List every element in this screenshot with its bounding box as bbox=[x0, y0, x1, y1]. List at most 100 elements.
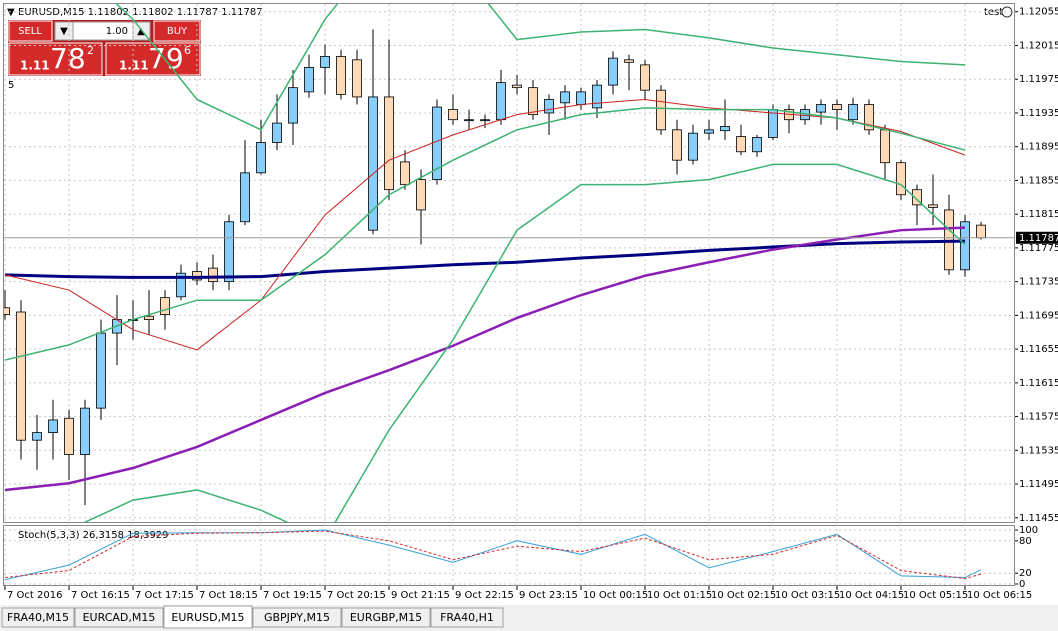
candle-body bbox=[704, 129, 714, 134]
y-tick-label: 1.11575 bbox=[1019, 412, 1058, 423]
tab-label: EURUSD,M15 bbox=[171, 611, 244, 624]
tab[interactable] bbox=[163, 605, 253, 629]
y-tick-label: 1.11535 bbox=[1019, 445, 1058, 456]
bid-label-box bbox=[1016, 231, 1058, 244]
x-tick-label: 7 Oct 2016 bbox=[7, 590, 62, 601]
candle-body bbox=[480, 119, 490, 122]
candle-body bbox=[96, 332, 106, 409]
x-tick-label: 7 Oct 18:15 bbox=[199, 590, 258, 601]
sell-price-sup: 2 bbox=[87, 44, 94, 57]
candle-body bbox=[512, 84, 522, 89]
candle-body bbox=[656, 89, 666, 131]
candle-body bbox=[80, 407, 90, 455]
candle-body bbox=[688, 132, 698, 161]
account-name: test bbox=[984, 7, 1003, 18]
y-tick-label: 1.11735 bbox=[1019, 277, 1058, 288]
y-tick-label: 20 bbox=[1019, 568, 1032, 579]
candle-body bbox=[672, 129, 682, 161]
tab[interactable] bbox=[252, 607, 342, 628]
x-tick-label: 10 Oct 02:15 bbox=[711, 590, 776, 601]
x-tick-label: 7 Oct 20:15 bbox=[327, 590, 386, 601]
y-tick-label: 1.11895 bbox=[1019, 142, 1058, 153]
buy-price-box[interactable] bbox=[105, 42, 201, 76]
y-tick-label: 1.11855 bbox=[1019, 175, 1058, 186]
candle-body bbox=[32, 432, 42, 441]
candle-body bbox=[48, 419, 58, 434]
y-tick-label: 1.11455 bbox=[1019, 513, 1058, 524]
candle-body bbox=[864, 104, 874, 131]
y-tick-label: 100 bbox=[1019, 525, 1038, 536]
x-tick-label: 10 Oct 03:15 bbox=[775, 590, 840, 601]
buy-button[interactable] bbox=[153, 20, 201, 42]
candle-body bbox=[928, 204, 938, 208]
y-tick-label: 1.11775 bbox=[1019, 243, 1058, 254]
sell-price-box[interactable] bbox=[8, 42, 103, 76]
candle-body bbox=[160, 297, 170, 315]
candle-body bbox=[368, 96, 378, 231]
candle-body bbox=[896, 162, 906, 196]
candle-body bbox=[304, 67, 314, 93]
y-tick-label: 1.11975 bbox=[1019, 74, 1058, 85]
tab[interactable] bbox=[74, 607, 164, 628]
sub-title: Stoch(5,3,3) 26,3158 18,3929 bbox=[18, 530, 169, 541]
stoch-line bbox=[4, 530, 982, 580]
candle-body bbox=[624, 59, 634, 63]
x-tick-label: 10 Oct 04:15 bbox=[839, 590, 904, 601]
candle-body bbox=[496, 82, 506, 121]
tab-label: FRA40,H1 bbox=[440, 611, 494, 624]
candle-body bbox=[240, 172, 250, 223]
indicator-line bbox=[4, 107, 966, 361]
buy-price-sup: 6 bbox=[184, 44, 191, 57]
tab-label: GBPJPY,M15 bbox=[264, 611, 330, 624]
x-tick-label: 7 Oct 19:15 bbox=[263, 590, 322, 601]
candle-body bbox=[608, 57, 618, 86]
y-tick-label: 1.11495 bbox=[1019, 479, 1058, 490]
candle-body bbox=[416, 179, 426, 211]
buy-price-main: 79 bbox=[148, 42, 184, 75]
x-tick-label: 10 Oct 06:15 bbox=[967, 590, 1032, 601]
candle-body bbox=[560, 91, 570, 104]
tab[interactable] bbox=[341, 607, 431, 628]
x-tick-label: 9 Oct 23:15 bbox=[519, 590, 578, 601]
candle-body bbox=[528, 87, 538, 116]
y-tick-label: 1.11815 bbox=[1019, 209, 1058, 220]
buy-price-big: 1.11 bbox=[119, 59, 149, 73]
tab-label: EURGBP,M15 bbox=[350, 611, 422, 624]
candle-body bbox=[144, 315, 154, 320]
tab[interactable] bbox=[430, 607, 504, 628]
sell-button[interactable] bbox=[8, 20, 53, 42]
bid-label: 1.11787 bbox=[1019, 233, 1058, 244]
candle-body bbox=[352, 59, 362, 98]
candle-body bbox=[400, 161, 410, 186]
candle-body bbox=[880, 129, 890, 164]
candle-body bbox=[848, 104, 858, 121]
sub-frame bbox=[3, 525, 1015, 586]
y-tick-label: 1.11695 bbox=[1019, 310, 1058, 321]
symbol-icon: ▼ bbox=[7, 7, 15, 18]
indicator-line bbox=[115, 4, 966, 131]
tab[interactable] bbox=[1, 607, 75, 628]
tab-label: FRA40,M15 bbox=[7, 611, 69, 624]
x-tick-label: 10 Oct 00:15 bbox=[583, 590, 648, 601]
candle-body bbox=[960, 221, 970, 271]
indicator-line bbox=[83, 163, 966, 522]
candle-body bbox=[288, 87, 298, 124]
y-tick-label: 1.11935 bbox=[1019, 108, 1058, 119]
candle-body bbox=[256, 142, 266, 174]
candle-body bbox=[448, 109, 458, 121]
candle-body bbox=[544, 99, 554, 114]
candle-body bbox=[576, 91, 586, 105]
dropdown-arrow: ▼ bbox=[60, 26, 68, 37]
candle-body bbox=[816, 104, 826, 113]
candle-body bbox=[64, 417, 74, 455]
candle-body bbox=[176, 272, 186, 298]
candle-body bbox=[736, 136, 746, 153]
account-icon bbox=[1001, 6, 1013, 18]
x-tick-label: 10 Oct 05:15 bbox=[903, 590, 968, 601]
x-tick-label: 9 Oct 21:15 bbox=[391, 590, 450, 601]
candle-body bbox=[208, 267, 218, 283]
candle-body bbox=[640, 64, 650, 91]
candle-body bbox=[192, 271, 202, 281]
x-tick-label: 7 Oct 17:15 bbox=[135, 590, 194, 601]
y-tick-label: 80 bbox=[1019, 536, 1032, 547]
